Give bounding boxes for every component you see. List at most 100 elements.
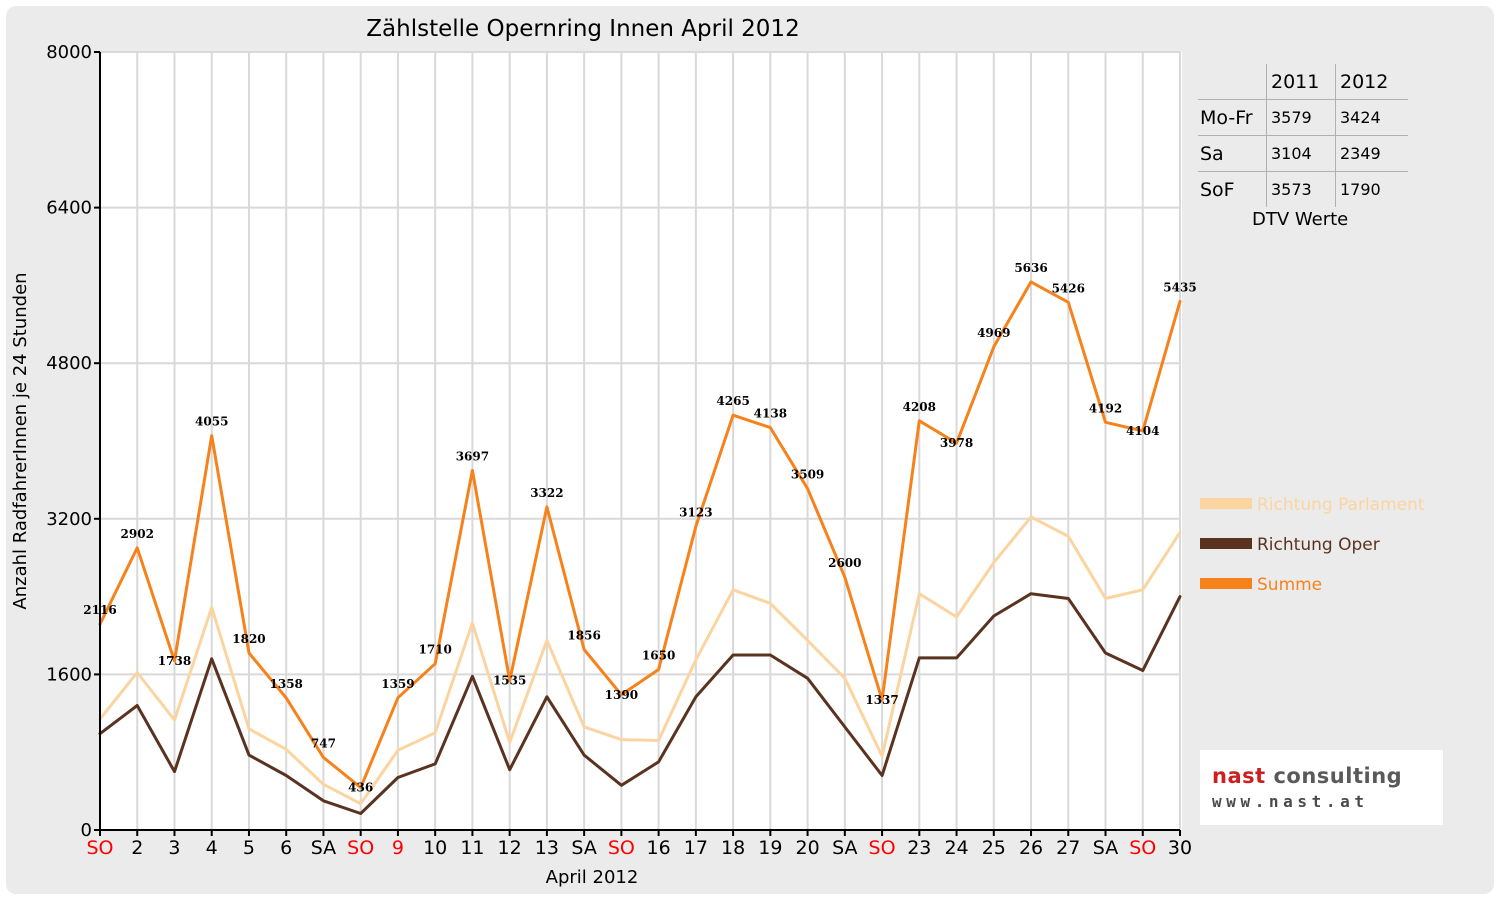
data-point: [1178, 595, 1182, 598]
data-point: [136, 546, 139, 549]
x-tick-label: 17: [684, 837, 708, 859]
x-tick-label: 11: [460, 837, 484, 859]
data-label: 1535: [493, 674, 526, 688]
x-tick-label: 13: [535, 837, 559, 859]
dtv-value: 3579: [1266, 99, 1336, 136]
data-point: [843, 677, 847, 680]
dtv-row-label: SoF: [1198, 171, 1267, 207]
dtv-row-sof: SoF 3573 1790: [1198, 171, 1408, 207]
data-label: 436: [348, 781, 373, 795]
x-tick-label: SO: [86, 837, 113, 859]
data-point: [880, 774, 884, 777]
dtv-header-row: 2011 2012: [1198, 64, 1408, 100]
y-tick-label: 8000: [46, 42, 92, 63]
data-point: [806, 639, 809, 642]
data-point: [955, 656, 958, 660]
data-point: [359, 802, 362, 805]
y-tick-label: 4800: [46, 353, 92, 374]
x-tick-label: 26: [1019, 837, 1043, 859]
dtv-value: 1790: [1335, 171, 1408, 207]
company-logo: nast consulting www.nast.at: [1200, 750, 1443, 825]
logo-name-part2: consulting: [1273, 764, 1403, 788]
data-label: 4104: [1126, 424, 1159, 438]
x-tick-label: SO: [347, 837, 374, 859]
series-lines: [98, 280, 1182, 815]
data-point: [620, 738, 623, 741]
data-point: [582, 725, 586, 729]
data-label: 4265: [716, 394, 749, 408]
data-point: [508, 679, 511, 682]
data-point: [620, 693, 623, 697]
x-tick-label: 27: [1056, 837, 1080, 859]
legend-swatch-parlament: [1200, 498, 1252, 509]
x-tick-label: 5: [243, 837, 255, 859]
data-point: [396, 776, 400, 779]
y-tick-label: 3200: [46, 509, 92, 530]
data-label: 5636: [1014, 261, 1047, 275]
data-point: [955, 441, 958, 445]
dtv-col-2011: 2011: [1266, 64, 1336, 100]
data-point: [396, 749, 400, 752]
data-label: 3123: [679, 505, 712, 519]
data-point: [247, 727, 251, 731]
data-point: [918, 656, 921, 660]
data-point: [322, 799, 325, 803]
x-tick-label: SA: [571, 837, 596, 859]
data-label: 1650: [642, 649, 675, 663]
data-point: [173, 659, 176, 663]
data-point: [173, 718, 176, 722]
data-point: [731, 653, 735, 657]
data-point: [471, 675, 474, 678]
legend-swatch-summe: [1200, 578, 1252, 589]
y-tick-labels: 0 1600 3200 4800 6400 8000: [46, 42, 92, 841]
series-line-richtung-oper: [98, 592, 1182, 815]
data-point: [359, 786, 362, 789]
data-point: [247, 753, 251, 757]
data-point: [657, 760, 660, 764]
data-point: [508, 768, 511, 771]
x-tick-label: SO: [869, 837, 896, 859]
x-tick-label: 25: [982, 837, 1006, 859]
data-point: [1029, 592, 1033, 595]
data-point: [1029, 515, 1033, 519]
data-point: [210, 434, 213, 437]
data-label: 1390: [605, 688, 638, 702]
x-tick-label: 20: [795, 837, 819, 859]
data-point: [1104, 597, 1107, 600]
data-label: 4138: [754, 407, 787, 421]
dtv-value: 3573: [1266, 171, 1336, 207]
data-label: 5435: [1163, 280, 1196, 294]
x-tick-label: 9: [392, 837, 404, 859]
logo-url: www.nast.at: [1212, 792, 1369, 811]
y-tick-label: 6400: [46, 198, 92, 219]
data-point: [471, 621, 474, 625]
data-point: [769, 426, 772, 429]
x-tick-label: SA: [1093, 837, 1118, 859]
data-point: [247, 651, 251, 655]
data-point: [955, 615, 958, 619]
data-point: [1067, 535, 1070, 538]
x-tick-label: 16: [647, 837, 671, 859]
x-tick-label: 18: [721, 837, 745, 859]
y-axis-label: Anzahl RadfahrerInnen je 24 Stunden: [10, 272, 31, 609]
axes: [94, 51, 1181, 836]
data-point: [1178, 300, 1182, 303]
dtv-value: 3424: [1335, 99, 1408, 136]
legend: Richtung Parlament Richtung Oper Summe: [1200, 495, 1425, 595]
data-label: 2902: [121, 527, 154, 541]
data-point: [769, 653, 772, 657]
x-tick-label: 19: [758, 837, 782, 859]
data-label: 1738: [158, 654, 191, 668]
x-tick-label: SA: [311, 837, 336, 859]
data-label: 4055: [195, 415, 228, 429]
logo-name: nast consulting: [1212, 764, 1402, 788]
x-tick-label: 4: [206, 837, 218, 859]
data-point: [433, 662, 437, 665]
dtv-value: 2349: [1335, 135, 1408, 172]
data-point: [582, 753, 586, 757]
data-point: [918, 419, 921, 422]
data-point: [545, 639, 549, 642]
data-point: [992, 345, 995, 348]
y-tick-label: 1600: [46, 664, 92, 685]
x-tick-label: 10: [423, 837, 447, 859]
